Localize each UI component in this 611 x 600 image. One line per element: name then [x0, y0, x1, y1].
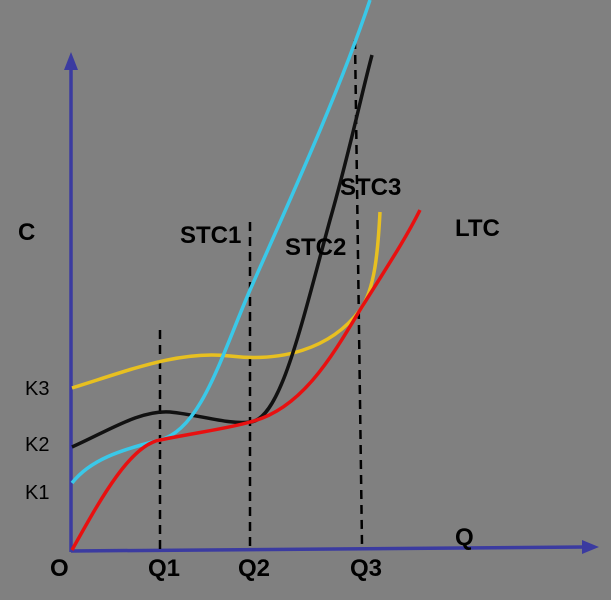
- curve-label: LTC: [455, 215, 500, 242]
- curve-label: STC2: [285, 234, 346, 261]
- curve-label: STC3: [340, 174, 401, 201]
- ltc-curve: [70, 209, 422, 551]
- x-axis: [70, 545, 586, 553]
- x-arrow: [582, 540, 599, 554]
- k-label: K2: [25, 434, 49, 456]
- stc2-curve: [71, 54, 374, 449]
- x-axis-label: Q: [455, 524, 474, 551]
- q3-guide: [353, 39, 364, 546]
- q-label: Q3: [350, 555, 382, 582]
- k-label: K1: [25, 482, 49, 504]
- stc1-curve: [70, 0, 372, 485]
- k-label: K3: [25, 378, 49, 400]
- origin-label: O: [50, 555, 69, 582]
- q-label: Q2: [238, 555, 270, 582]
- curve-label: STC1: [180, 222, 241, 249]
- q-label: Q1: [148, 555, 180, 582]
- y-axis-label: C: [18, 219, 35, 246]
- y-arrow: [64, 52, 78, 70]
